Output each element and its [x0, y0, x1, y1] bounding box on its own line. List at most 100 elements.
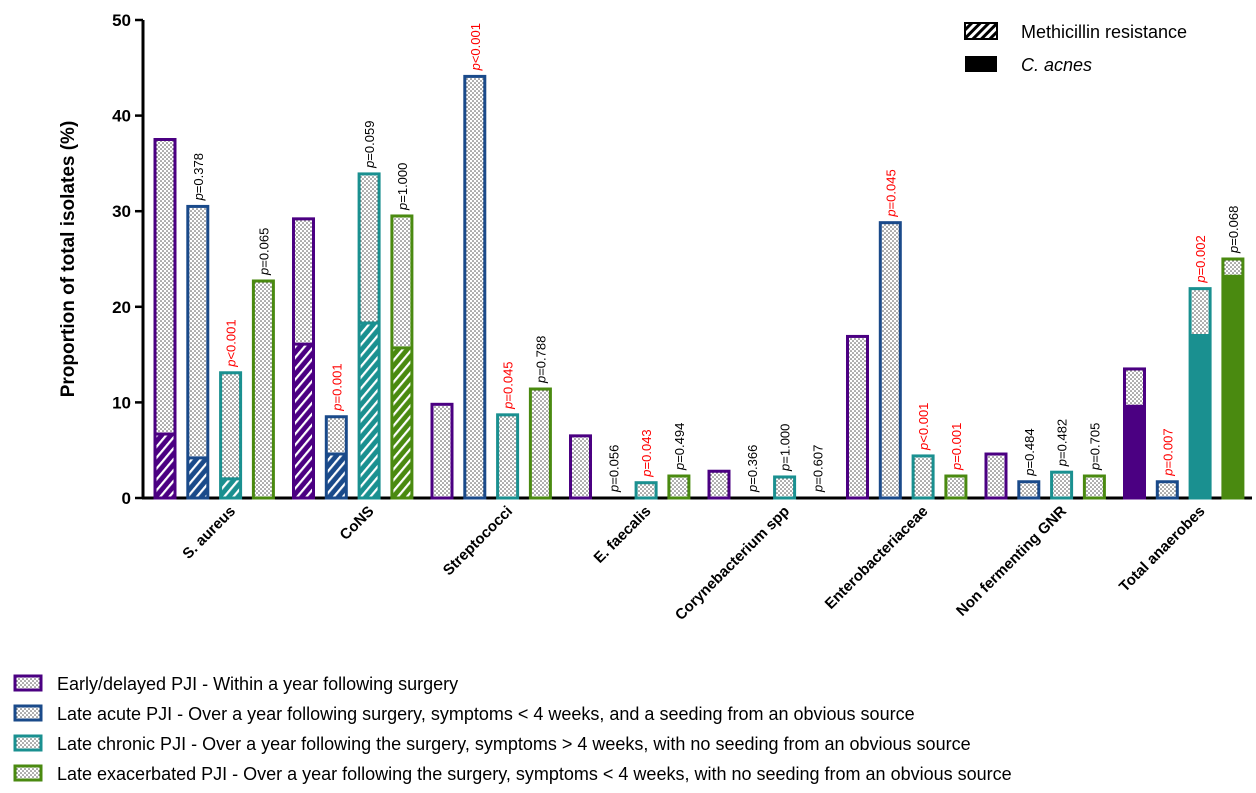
p-value-label: p=1.000 [778, 424, 793, 472]
p-value-label: p=0.043 [639, 429, 654, 477]
y-tick-label: 20 [112, 298, 131, 317]
y-tick-label: 0 [122, 489, 131, 508]
bar [432, 404, 452, 498]
p-value-label: p=0.001 [949, 423, 964, 471]
p-value-label: p=0.068 [1226, 206, 1241, 254]
y-axis-label: Proportion of total isolates (%) [58, 121, 79, 398]
bar [155, 139, 175, 498]
bar-outline [430, 402, 454, 500]
bar-outline [773, 475, 797, 500]
category-label: S. aureus [179, 503, 239, 563]
category-label: Streptococci [440, 503, 516, 579]
inset-legend-label: C. acnes [1021, 55, 1092, 75]
legend-label: Late chronic PJI - Over a year following… [57, 734, 971, 754]
bar-outline [634, 481, 658, 500]
bar-outline [496, 413, 520, 500]
y-tick-label: 10 [112, 393, 131, 412]
bar-outline [911, 454, 935, 500]
bar [1051, 472, 1072, 498]
legend-swatch [13, 674, 43, 692]
legend-swatch [13, 704, 43, 722]
bar-outline [1050, 470, 1074, 500]
bar-outline [219, 371, 243, 500]
p-value-label: p=0.378 [191, 153, 206, 201]
bar-outline [1155, 480, 1179, 500]
c-acnes-swatch [965, 56, 997, 72]
p-value-label: p=0.056 [606, 445, 621, 493]
bar [945, 476, 966, 498]
bar-outline [528, 387, 552, 500]
bar-outline [569, 434, 592, 500]
methicillin-swatch [964, 22, 998, 40]
p-value-label: p=0.007 [1160, 428, 1175, 476]
bar [774, 476, 795, 498]
category-label: CoNS [337, 503, 378, 544]
bar-outline [357, 172, 381, 500]
bar-methicillin-segment [187, 457, 208, 498]
p-value-label: p=0.065 [256, 228, 271, 276]
plot-area: 0 10 20 30 40 50 Proportion of total isolates … [58, 11, 1252, 624]
bar [913, 455, 934, 498]
p-value-label: p=0.788 [533, 336, 548, 384]
bar [253, 280, 274, 498]
legend-label: Early/delayed PJI - Within a year follow… [57, 674, 458, 694]
bar-outline [707, 469, 731, 500]
bar [847, 336, 868, 498]
bar-outline [878, 221, 902, 500]
bar-outline [984, 452, 1008, 500]
legend-label: Late acute PJI - Over a year following s… [57, 704, 915, 724]
bar [497, 414, 518, 498]
bar [668, 476, 689, 498]
category-label: Total anaerobes [1116, 503, 1209, 596]
bar [880, 222, 901, 498]
y-tick-label: 40 [112, 107, 131, 126]
category-label: Enterobacteriaceae [822, 503, 932, 613]
category-label: Corynebacterium spp [672, 503, 793, 624]
p-value-label: p<0.001 [224, 319, 239, 367]
bar-outline [1017, 480, 1041, 500]
p-value-label: p<0.001 [468, 23, 483, 71]
bar-c-acnes-segment [1190, 335, 1211, 498]
bar-outline [667, 474, 691, 500]
bar-methicillin-segment [326, 454, 347, 498]
bar-outline [463, 74, 487, 500]
bar [530, 389, 551, 498]
bar-methicillin-segment [155, 433, 175, 498]
p-value-label: p=0.001 [329, 363, 344, 411]
bar-outline [1221, 257, 1245, 500]
bar-outline [1082, 474, 1106, 500]
y-tick-label: 50 [112, 11, 131, 30]
bar-outline [324, 415, 348, 500]
category-label: E. faecalis [591, 503, 655, 567]
legend-label: Late exacerbated PJI - Over a year follo… [57, 764, 1012, 784]
bar-methicillin-segment [293, 344, 314, 498]
bar [986, 454, 1006, 498]
bar [220, 372, 241, 498]
bar-outline [153, 138, 177, 500]
p-value-label: p=1.000 [395, 163, 410, 211]
p-value-label: p=0.045 [883, 169, 898, 217]
bar-outline [1188, 287, 1212, 500]
p-value-label: p=0.494 [672, 423, 687, 471]
bar-outline [846, 334, 869, 500]
p-value-label: p<0.001 [916, 403, 931, 451]
bar [1084, 476, 1105, 498]
bar-outline [944, 474, 968, 500]
bar [1018, 481, 1039, 498]
p-value-label: p=0.705 [1087, 423, 1102, 471]
p-value-label: p=0.045 [501, 361, 516, 409]
bar-c-acnes-segment [1124, 406, 1145, 498]
p-value-label: p=0.366 [745, 445, 760, 493]
legend-swatch [13, 734, 43, 752]
p-value-label: p=0.607 [810, 445, 825, 493]
bar-outline [186, 204, 210, 500]
p-value-label: p=0.002 [1193, 235, 1208, 283]
bar-methicillin-segment [220, 478, 241, 498]
bar [570, 435, 591, 498]
bar-c-acnes-segment [1222, 276, 1243, 498]
bar [636, 482, 657, 498]
bar-outline [251, 279, 275, 500]
p-value-label: p=0.059 [362, 121, 377, 169]
p-value-label: p=0.482 [1055, 419, 1070, 467]
